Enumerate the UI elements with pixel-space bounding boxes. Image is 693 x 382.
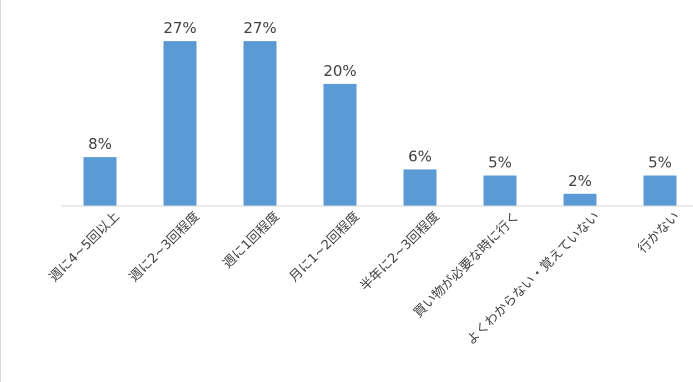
bar	[563, 193, 597, 206]
data-label: 6%	[408, 147, 432, 165]
bar	[483, 175, 517, 206]
bars-group	[83, 41, 677, 206]
category-label: よくわからない・覚えていない	[464, 209, 603, 348]
category-label: 週に2~3回程度	[126, 209, 203, 286]
data-label: 20%	[323, 62, 356, 80]
data-label: 27%	[243, 19, 276, 37]
category-label: 半年に2~3回程度	[357, 209, 443, 295]
bar	[83, 157, 117, 206]
category-label: 月に1~2回程度	[286, 209, 363, 286]
bar	[403, 169, 437, 206]
bar	[643, 175, 677, 206]
value-labels-group: 8% 27% 27% 20% 6% 5% 2% 5%	[88, 19, 672, 190]
category-label: 週に1回程度	[220, 209, 283, 272]
data-label: 2%	[568, 172, 592, 190]
data-label: 27%	[163, 19, 196, 37]
bar	[163, 41, 197, 206]
category-label: 行かない	[635, 209, 682, 256]
bar	[323, 83, 357, 206]
data-label: 5%	[648, 154, 672, 172]
data-label: 5%	[488, 154, 512, 172]
bar	[243, 41, 277, 206]
category-labels-group: 週に4~5回以上 週に2~3回程度 週に1回程度 月に1~2回程度半年に2~3回程度買…	[47, 209, 683, 349]
category-label: 週に4~5回以上	[47, 209, 123, 285]
data-label: 8%	[88, 135, 112, 153]
